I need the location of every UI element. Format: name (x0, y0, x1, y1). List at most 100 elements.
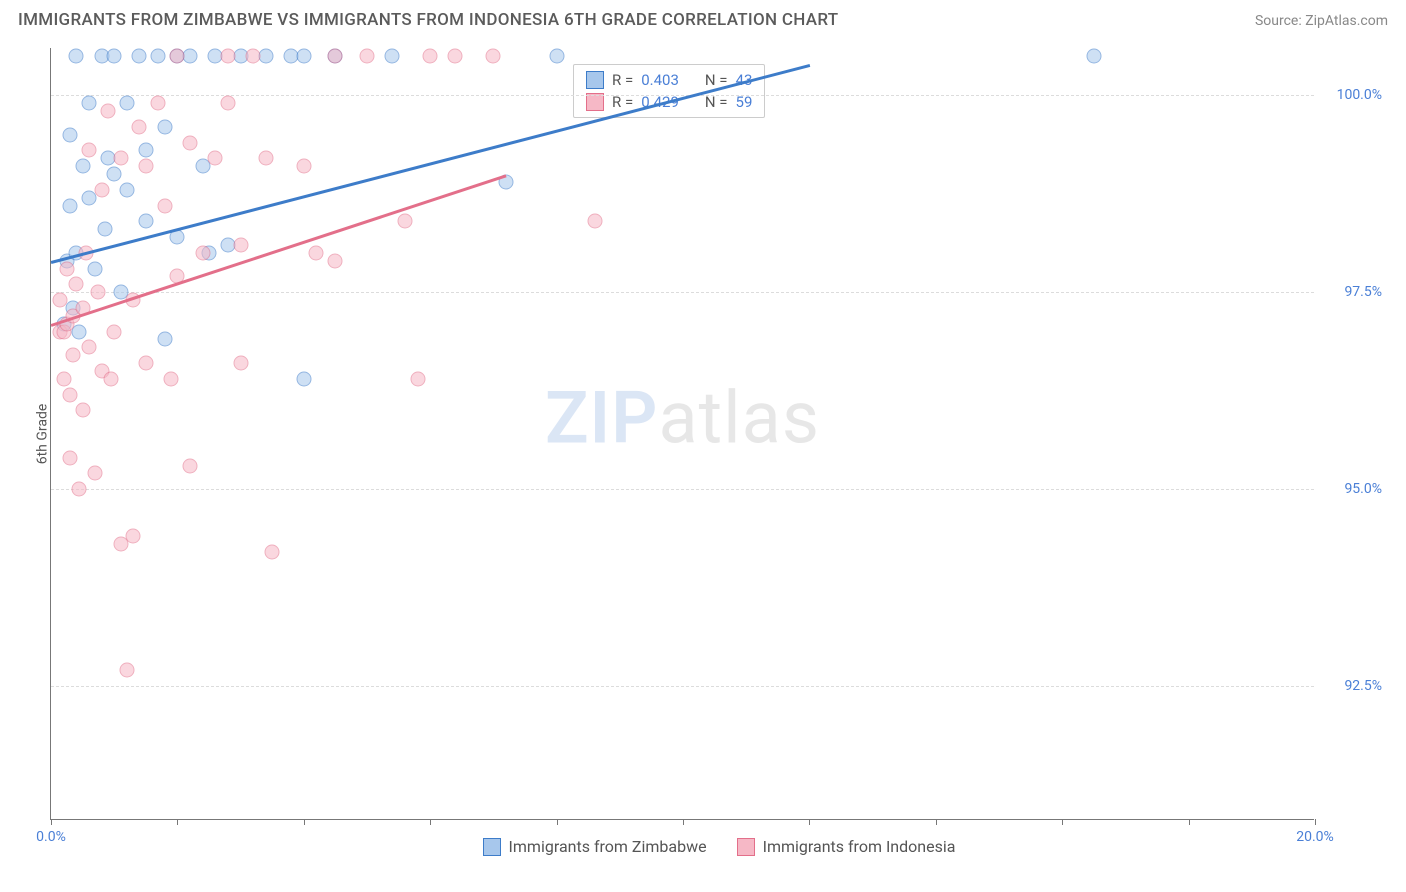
data-point (62, 198, 77, 213)
data-point (62, 127, 77, 142)
data-point (91, 285, 106, 300)
data-point (104, 371, 119, 386)
data-point (397, 214, 412, 229)
data-point (66, 348, 81, 363)
watermark-zip: ZIP (545, 376, 658, 461)
data-point (157, 119, 172, 134)
data-point (265, 545, 280, 560)
data-point (100, 104, 115, 119)
data-point (328, 48, 343, 63)
plot-area: ZIPatlas R = 0.403 N = 43 R = 0.429 N = … (50, 48, 1314, 820)
data-point (126, 529, 141, 544)
data-point (157, 332, 172, 347)
data-point (385, 48, 400, 63)
x-tick (51, 819, 52, 825)
data-point (62, 387, 77, 402)
data-point (97, 222, 112, 237)
data-point (94, 182, 109, 197)
data-point (69, 48, 84, 63)
x-tick (1189, 819, 1190, 825)
data-point (113, 151, 128, 166)
gridline (51, 489, 1314, 490)
correlation-legend: R = 0.403 N = 43 R = 0.429 N = 59 (573, 64, 765, 118)
watermark-atlas: atlas (658, 376, 820, 461)
data-point (75, 159, 90, 174)
watermark: ZIPatlas (545, 376, 820, 461)
data-point (62, 450, 77, 465)
data-point (448, 48, 463, 63)
swatch-zimbabwe (586, 71, 604, 89)
data-point (246, 48, 261, 63)
data-point (220, 48, 235, 63)
data-point (164, 371, 179, 386)
data-point (157, 198, 172, 213)
source-attribution: Source: ZipAtlas.com (1255, 13, 1388, 29)
data-point (107, 167, 122, 182)
data-point (81, 143, 96, 158)
y-tick-label: 100.0% (1337, 87, 1382, 103)
data-point (53, 293, 68, 308)
data-point (486, 48, 501, 63)
series-legend-zimbabwe: Immigrants from Zimbabwe (483, 837, 707, 856)
x-tick (936, 819, 937, 825)
data-point (107, 324, 122, 339)
swatch-indonesia (737, 838, 755, 856)
data-point (410, 371, 425, 386)
trend-line (51, 174, 507, 326)
data-point (138, 159, 153, 174)
series-name: Immigrants from Zimbabwe (509, 837, 707, 856)
data-point (328, 253, 343, 268)
data-point (151, 96, 166, 111)
data-point (587, 214, 602, 229)
data-point (107, 48, 122, 63)
data-point (1086, 48, 1101, 63)
legend-r-value: 0.403 (641, 69, 679, 91)
data-point (132, 48, 147, 63)
x-tick (809, 819, 810, 825)
x-tick (1315, 819, 1316, 825)
data-point (296, 48, 311, 63)
chart-title: IMMIGRANTS FROM ZIMBABWE VS IMMIGRANTS F… (18, 10, 838, 30)
x-tick (557, 819, 558, 825)
data-point (233, 356, 248, 371)
data-point (138, 356, 153, 371)
data-point (119, 182, 134, 197)
gridline (51, 292, 1314, 293)
chart-header: IMMIGRANTS FROM ZIMBABWE VS IMMIGRANTS F… (0, 0, 1406, 36)
data-point (258, 151, 273, 166)
data-point (233, 237, 248, 252)
data-point (88, 261, 103, 276)
data-point (75, 403, 90, 418)
legend-r-label: R = (612, 69, 633, 91)
data-point (119, 96, 134, 111)
data-point (151, 48, 166, 63)
data-point (423, 48, 438, 63)
data-point (119, 663, 134, 678)
series-name: Immigrants from Indonesia (763, 837, 956, 856)
series-legend: Immigrants from Zimbabwe Immigrants from… (50, 837, 1388, 856)
data-point (88, 466, 103, 481)
data-point (296, 371, 311, 386)
data-point (72, 482, 87, 497)
trend-line (51, 64, 810, 263)
y-axis-label: 6th Grade (34, 404, 50, 465)
data-point (183, 458, 198, 473)
data-point (183, 135, 198, 150)
x-tick (430, 819, 431, 825)
data-point (549, 48, 564, 63)
gridline (51, 686, 1314, 687)
data-point (69, 277, 84, 292)
data-point (72, 324, 87, 339)
data-point (132, 119, 147, 134)
swatch-zimbabwe (483, 838, 501, 856)
y-tick-label: 95.0% (1344, 481, 1382, 497)
data-point (59, 261, 74, 276)
data-point (220, 96, 235, 111)
x-tick (304, 819, 305, 825)
x-tick (683, 819, 684, 825)
data-point (195, 245, 210, 260)
data-point (81, 96, 96, 111)
plot-container: 6th Grade ZIPatlas R = 0.403 N = 43 R = … (50, 48, 1388, 820)
data-point (138, 214, 153, 229)
data-point (170, 48, 185, 63)
